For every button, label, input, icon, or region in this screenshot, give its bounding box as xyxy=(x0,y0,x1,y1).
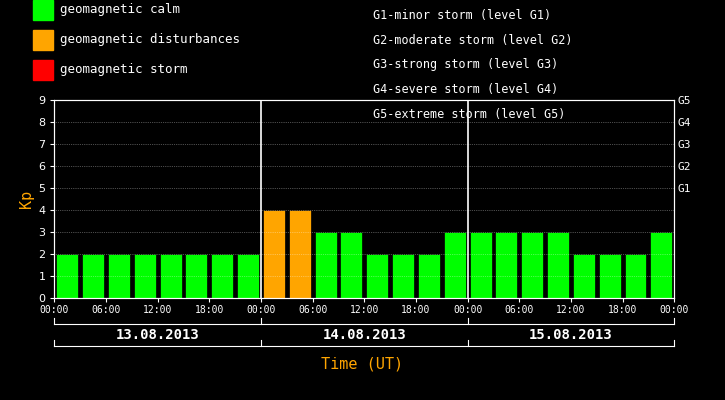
Text: G2-moderate storm (level G2): G2-moderate storm (level G2) xyxy=(373,34,573,47)
Bar xyxy=(186,254,207,298)
Bar xyxy=(392,254,414,298)
Bar xyxy=(444,232,465,298)
Bar xyxy=(134,254,156,298)
Bar xyxy=(237,254,259,298)
Text: 14.08.2013: 14.08.2013 xyxy=(323,328,406,342)
Bar xyxy=(521,232,543,298)
Bar xyxy=(57,254,78,298)
Bar xyxy=(211,254,233,298)
Text: G3-strong storm (level G3): G3-strong storm (level G3) xyxy=(373,58,559,72)
Bar xyxy=(366,254,388,298)
Bar xyxy=(547,232,569,298)
Text: geomagnetic calm: geomagnetic calm xyxy=(60,4,181,16)
Bar xyxy=(263,210,285,298)
Text: G4-severe storm (level G4): G4-severe storm (level G4) xyxy=(373,83,559,96)
Bar xyxy=(82,254,104,298)
Text: geomagnetic storm: geomagnetic storm xyxy=(60,64,188,76)
Bar xyxy=(470,232,492,298)
Bar xyxy=(599,254,621,298)
Bar xyxy=(315,232,336,298)
Bar xyxy=(108,254,130,298)
Bar xyxy=(624,254,647,298)
Bar xyxy=(650,232,672,298)
Bar xyxy=(341,232,362,298)
Bar xyxy=(418,254,440,298)
Bar xyxy=(289,210,311,298)
Bar xyxy=(573,254,594,298)
Text: G1-minor storm (level G1): G1-minor storm (level G1) xyxy=(373,9,552,22)
Text: 13.08.2013: 13.08.2013 xyxy=(116,328,199,342)
Text: geomagnetic disturbances: geomagnetic disturbances xyxy=(60,34,240,46)
Bar xyxy=(495,232,518,298)
Text: G5-extreme storm (level G5): G5-extreme storm (level G5) xyxy=(373,108,566,121)
Text: 15.08.2013: 15.08.2013 xyxy=(529,328,613,342)
Text: Time (UT): Time (UT) xyxy=(321,356,404,372)
Bar xyxy=(160,254,181,298)
Y-axis label: Kp: Kp xyxy=(19,190,34,208)
